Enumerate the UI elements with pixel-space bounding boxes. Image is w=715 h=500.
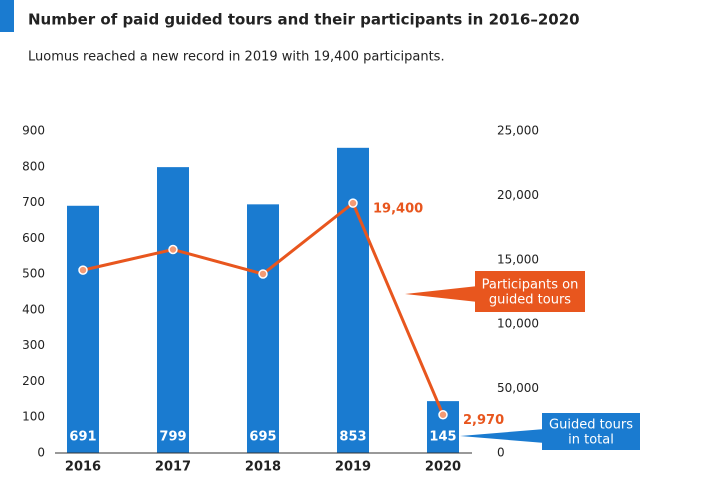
point [348, 198, 358, 208]
y-tick-label: 900 [22, 124, 45, 138]
y-tick-label: 0 [37, 446, 45, 460]
bar [247, 204, 279, 453]
chart-title: Number of paid guided tours and their pa… [28, 11, 580, 29]
callout-text: Guided tours [549, 418, 633, 433]
x-tick-label: 2020 [425, 460, 461, 475]
point [258, 269, 268, 279]
y-tick-label: 500 [22, 267, 45, 281]
callout-arrow [405, 286, 478, 302]
y2-tick-label: 50,000 [497, 381, 539, 395]
callout-arrow [460, 429, 545, 443]
value-label: 19,400 [373, 202, 423, 217]
callout-text: Participants on [482, 278, 579, 293]
y-tick-label: 200 [22, 374, 45, 388]
point [78, 265, 88, 275]
bar-label: 695 [249, 430, 276, 445]
y2-tick-label: 25,000 [497, 124, 539, 138]
bar [337, 147, 369, 453]
y-tick-label: 600 [22, 231, 45, 245]
bar-label: 799 [159, 430, 186, 445]
y-tick-label: 800 [22, 159, 45, 173]
x-tick-label: 2019 [335, 460, 371, 475]
x-tick-label: 2017 [155, 460, 191, 475]
value-label: 2,970 [463, 413, 504, 428]
callout-text: in total [568, 433, 614, 448]
chart-subtitle: Luomus reached a new record in 2019 with… [28, 50, 445, 65]
bar-label: 145 [429, 430, 456, 445]
y2-tick-label: 0 [497, 446, 505, 460]
bar [427, 401, 459, 453]
y-tick-label: 700 [22, 195, 45, 209]
y-tick-label: 100 [22, 410, 45, 424]
y-tick-label: 300 [22, 338, 45, 352]
y-tick-label: 400 [22, 302, 45, 316]
bar-label: 691 [69, 430, 96, 445]
point [438, 409, 448, 420]
bar [157, 167, 189, 453]
point [168, 244, 178, 255]
accent-bar [0, 0, 14, 32]
x-tick-label: 2018 [245, 460, 281, 475]
bar-label: 853 [339, 430, 366, 445]
callout-box [542, 413, 640, 450]
callout-box [475, 271, 585, 312]
x-tick-label: 2016 [65, 460, 101, 475]
y2-tick-label: 10,000 [497, 317, 539, 331]
y2-tick-label: 15,000 [497, 252, 539, 266]
bar [67, 205, 99, 453]
callout-text: guided tours [489, 293, 571, 308]
y2-tick-label: 20,000 [497, 188, 539, 202]
